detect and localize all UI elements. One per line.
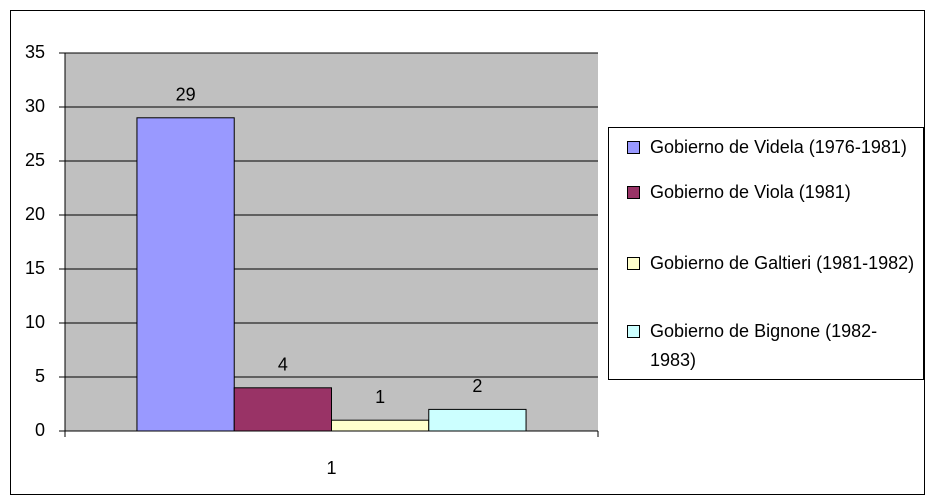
legend-swatch <box>627 257 640 270</box>
data-label: 1 <box>375 387 385 407</box>
y-tick-label: 15 <box>25 258 45 278</box>
y-tick-label: 25 <box>25 150 45 170</box>
bar <box>428 408 527 432</box>
legend-label: Gobierno de Bignone (1982-1983) <box>650 321 878 370</box>
data-label: 2 <box>472 376 482 396</box>
x-tick-label: 1 <box>326 458 336 478</box>
legend-label: Gobierno de Galtieri (1981-1982) <box>650 253 915 273</box>
bar <box>233 387 332 432</box>
data-label: 4 <box>278 355 288 375</box>
y-tick-label: 10 <box>25 312 45 332</box>
bar <box>136 117 235 432</box>
legend-swatch <box>627 186 640 199</box>
legend-label: Gobierno de Viola (1981) <box>650 182 851 202</box>
data-label: 29 <box>176 85 196 105</box>
y-tick-label: 5 <box>35 366 45 386</box>
legend: Gobierno de Videla (1976-1981) Gobierno d… <box>608 127 924 380</box>
legend-label: Gobierno de Videla (1976-1981) <box>650 137 907 157</box>
y-tick-label: 35 <box>25 42 45 62</box>
legend-swatch <box>627 325 640 338</box>
bar <box>331 419 430 432</box>
y-tick-label: 30 <box>25 96 45 116</box>
legend-swatch <box>627 141 640 154</box>
y-tick-label: 0 <box>35 420 45 440</box>
y-tick-label: 20 <box>25 204 45 224</box>
